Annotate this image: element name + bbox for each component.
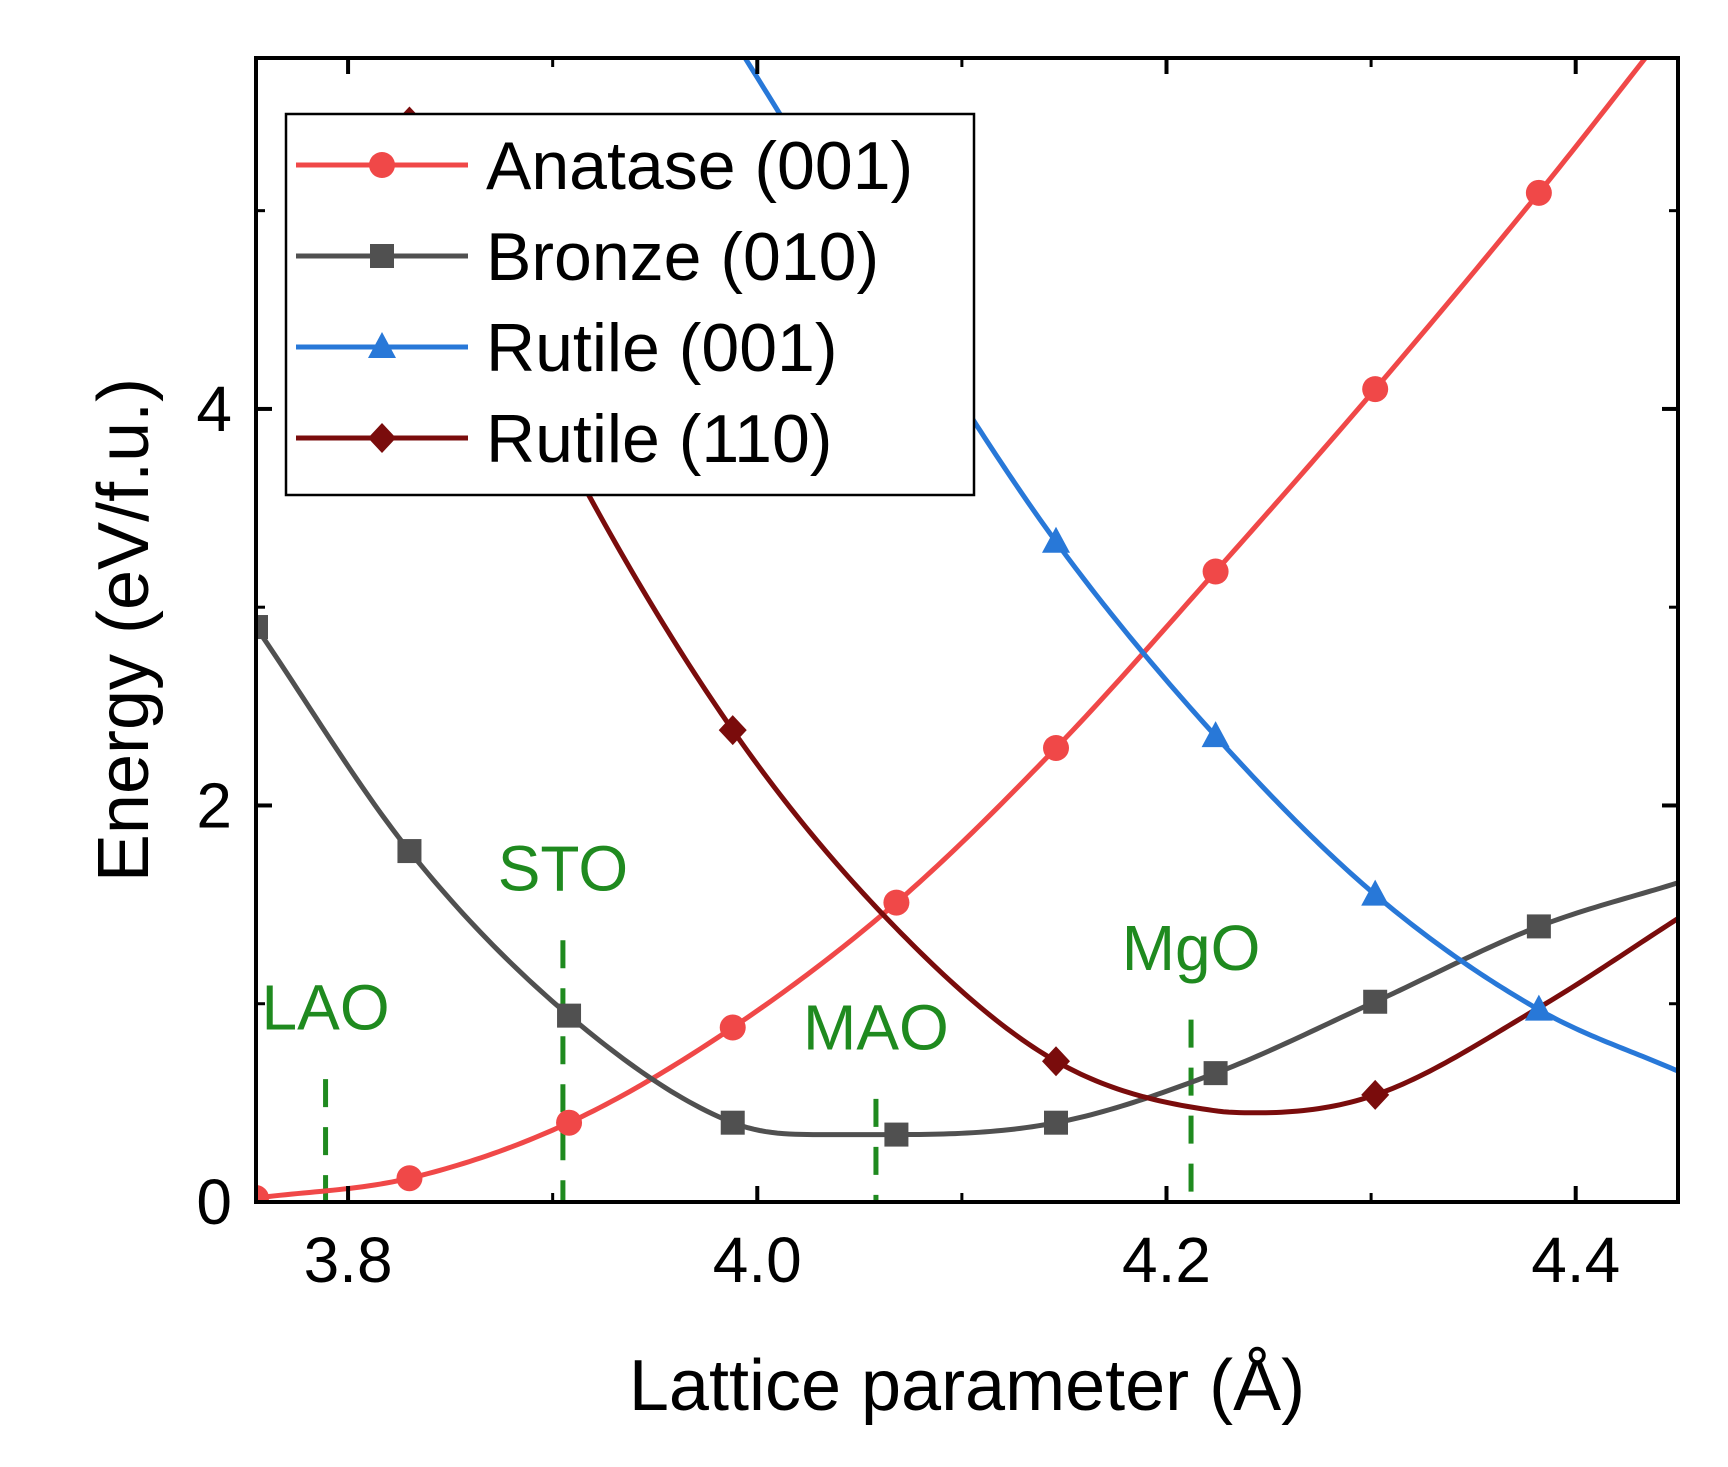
- data-point-bronze-010: [1526, 914, 1551, 939]
- y-axis-ticks: 0 2 4: [196, 209, 1678, 1238]
- substrate-annotations: [323, 940, 1194, 1202]
- data-point-bronze-010: [397, 839, 422, 864]
- y-axis-label: Energy (eV/f.u.): [84, 378, 164, 882]
- legend-marker-rutile-110: [368, 423, 396, 453]
- series-line-anatase-001: [256, 58, 1649, 1201]
- mgo-label: MgO: [1122, 912, 1261, 984]
- series-line-bronze-010: [256, 625, 1678, 1138]
- data-point-anatase-001: [1362, 376, 1389, 403]
- data-point-bronze-010: [256, 615, 268, 640]
- data-point-bronze-010: [1203, 1061, 1228, 1086]
- data-point-anatase-001: [1202, 558, 1229, 585]
- sto-label: STO: [498, 833, 628, 905]
- legend-marker-anatase-001: [369, 152, 395, 178]
- x-axis-ticks: 3.8 4.0 4.2 4.4: [304, 58, 1620, 1296]
- data-point-bronze-010: [1044, 1110, 1069, 1135]
- data-point-rutile-110: [1361, 1079, 1390, 1110]
- y-tick-label: 2: [196, 769, 232, 841]
- data-point-anatase-001: [1043, 734, 1070, 761]
- lao-label: LAO: [262, 972, 390, 1044]
- data-point-anatase-001: [883, 889, 910, 916]
- data-point-rutile-001: [1524, 994, 1553, 1021]
- data-point-anatase-001: [719, 1014, 746, 1041]
- legend-box: [284, 112, 976, 497]
- y-tick-label: 0: [196, 1166, 232, 1238]
- legend-marker-rutile-001: [368, 332, 396, 358]
- y-tick-label: 4: [196, 373, 232, 445]
- legend-label-bronze-010: Bronze (010): [486, 219, 879, 295]
- data-point-rutile-001: [1361, 879, 1390, 906]
- data-point-bronze-010: [1363, 989, 1388, 1014]
- mao-label: MAO: [803, 991, 949, 1063]
- legend-label-rutile-110: Rutile (110): [486, 401, 832, 477]
- data-point-anatase-001: [1525, 179, 1552, 206]
- data-point-bronze-010: [557, 1003, 582, 1028]
- data-point-rutile-110: [1042, 1046, 1071, 1077]
- x-axis-label: Lattice parameter (Å): [629, 1346, 1305, 1426]
- data-point-bronze-010: [884, 1122, 909, 1147]
- x-tick-label: 3.8: [304, 1224, 393, 1296]
- data-point-anatase-001: [256, 1185, 269, 1202]
- plot-frame: [254, 56, 1680, 1204]
- data-point-bronze-010: [720, 1110, 745, 1135]
- data-point-rutile-001: [1201, 721, 1230, 748]
- annotation-labels: LAO STO MAO MgO: [262, 833, 1261, 1064]
- series-lines: [256, 58, 1678, 1201]
- data-point-rutile-001: [1042, 526, 1071, 553]
- legend-marker-bronze-010: [370, 244, 394, 268]
- x-tick-label: 4.2: [1122, 1224, 1211, 1296]
- data-point-anatase-001: [556, 1109, 583, 1136]
- x-tick-label: 4.4: [1531, 1224, 1620, 1296]
- x-tick-label: 4.0: [713, 1224, 802, 1296]
- legend-label-rutile-001: Rutile (001): [486, 310, 838, 386]
- data-point-rutile-110: [718, 715, 747, 746]
- legend: Anatase (001) Bronze (010) Rutile (001) Rut…: [284, 112, 976, 497]
- data-point-anatase-001: [396, 1165, 423, 1192]
- series-line-rutile-110: [407, 120, 1678, 1116]
- legend-label-anatase-001: Anatase (001): [486, 128, 913, 204]
